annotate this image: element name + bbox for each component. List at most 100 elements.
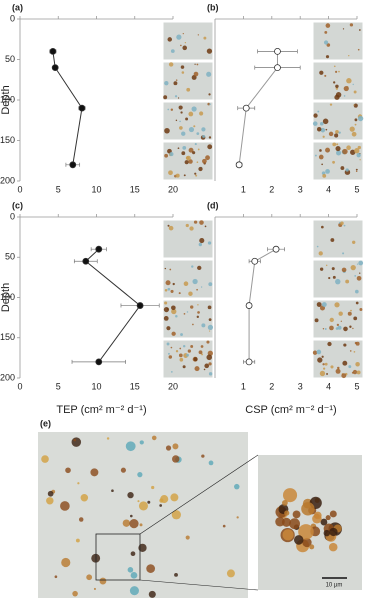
x-tick-label: 3 xyxy=(298,381,303,391)
particle xyxy=(188,126,195,133)
particle xyxy=(329,317,334,323)
particle xyxy=(334,302,340,308)
micrograph xyxy=(312,21,364,61)
particle xyxy=(340,166,345,170)
micrograph xyxy=(162,299,214,339)
particle xyxy=(65,467,71,474)
y-axis-title: Depth xyxy=(0,283,12,312)
particle xyxy=(351,371,354,374)
particle xyxy=(328,276,331,280)
particle xyxy=(60,501,70,511)
particle xyxy=(343,95,346,97)
particle xyxy=(342,148,348,155)
particle xyxy=(329,325,334,331)
y-tick-label: 0 xyxy=(10,211,15,221)
panel-label: (e) xyxy=(40,418,51,428)
particle xyxy=(178,105,183,110)
particle xyxy=(314,318,319,323)
particle xyxy=(319,149,322,152)
particle xyxy=(356,370,361,375)
point xyxy=(78,104,86,112)
particle xyxy=(312,513,322,524)
point xyxy=(235,161,243,169)
particle xyxy=(180,333,183,336)
particle xyxy=(321,355,324,358)
particle xyxy=(194,143,197,146)
particle xyxy=(200,286,203,288)
particle xyxy=(177,97,180,99)
particle xyxy=(302,537,312,548)
particle xyxy=(334,133,339,138)
particle xyxy=(184,42,187,44)
particle xyxy=(325,169,330,174)
particle xyxy=(182,344,186,348)
particle xyxy=(323,367,326,370)
particle xyxy=(167,108,170,111)
particle xyxy=(353,316,358,321)
particle xyxy=(329,510,337,518)
particle xyxy=(208,282,213,287)
particle xyxy=(196,132,200,136)
particle xyxy=(167,37,173,42)
particle xyxy=(75,538,80,543)
point xyxy=(245,358,253,366)
particle xyxy=(335,70,338,73)
particle xyxy=(46,497,54,505)
particle xyxy=(190,345,194,348)
particle xyxy=(147,500,151,504)
particle xyxy=(193,71,199,77)
point xyxy=(82,257,90,265)
particle xyxy=(322,135,325,138)
particle xyxy=(234,483,240,490)
particle xyxy=(47,490,54,497)
zoom-line xyxy=(139,454,259,535)
particle xyxy=(321,163,323,166)
particle xyxy=(226,569,235,578)
particle xyxy=(195,174,198,177)
particle xyxy=(139,440,144,445)
point xyxy=(51,64,59,71)
particle xyxy=(159,504,163,507)
particle xyxy=(318,154,324,160)
particle xyxy=(358,29,361,31)
particle xyxy=(329,103,333,106)
particle xyxy=(167,224,170,227)
micrograph xyxy=(162,259,214,299)
particle xyxy=(335,87,339,90)
particle xyxy=(174,572,178,577)
particle xyxy=(341,267,347,273)
particle xyxy=(202,158,207,164)
particle xyxy=(163,95,168,100)
particle xyxy=(180,111,183,114)
particle xyxy=(175,173,180,178)
particle xyxy=(325,128,328,131)
zoom-box xyxy=(95,533,141,581)
x-tick-label: 20 xyxy=(168,381,178,391)
particle xyxy=(208,136,212,139)
particle xyxy=(185,223,189,228)
particle xyxy=(321,171,326,175)
particle xyxy=(356,275,362,281)
particle xyxy=(208,460,214,466)
particle xyxy=(324,30,328,34)
micrograph xyxy=(38,432,248,598)
particle xyxy=(319,70,324,75)
particle xyxy=(321,225,324,229)
particle xyxy=(184,160,189,165)
particle xyxy=(323,40,329,45)
particle xyxy=(342,360,348,366)
particle xyxy=(139,523,143,527)
particle xyxy=(341,373,347,379)
particle xyxy=(346,78,352,84)
particle xyxy=(355,341,360,346)
particle xyxy=(187,349,192,353)
y-tick-label: 200 xyxy=(0,372,15,382)
particle xyxy=(354,148,360,154)
x-tick-label: 15 xyxy=(130,381,140,391)
particle xyxy=(328,131,334,137)
particle xyxy=(207,144,213,150)
particle xyxy=(199,220,204,225)
particle xyxy=(346,145,351,150)
particle xyxy=(138,543,147,552)
